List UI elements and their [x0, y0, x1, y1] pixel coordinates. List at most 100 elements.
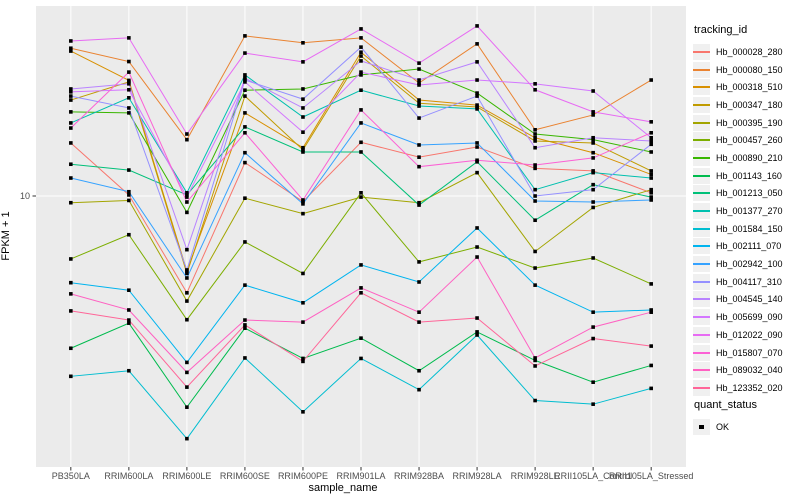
series-color-line-icon: [693, 298, 710, 301]
data-point: [185, 317, 189, 322]
data-point: [243, 150, 247, 155]
data-point: [69, 309, 73, 313]
legend-item-label: Hb_123352_020: [716, 382, 783, 393]
data-point: [591, 336, 595, 341]
x-tick-label: RRIM600LE: [162, 471, 211, 481]
series-color-line-icon: [693, 139, 710, 142]
data-point: [243, 283, 247, 287]
data-point: [243, 111, 247, 115]
series-color-line-icon: [693, 174, 710, 177]
legend-item: Hb_004117_310: [693, 273, 799, 291]
data-point: [359, 356, 363, 361]
data-point: [533, 356, 537, 360]
legend-item: Hb_015807_070: [693, 344, 799, 362]
legend-item-label: Hb_001377_270: [716, 206, 783, 217]
data-point: [301, 97, 305, 101]
data-point: [533, 283, 537, 287]
legend-item: Hb_000028_280: [693, 43, 799, 61]
series-color-line-icon: [693, 210, 710, 213]
data-point: [127, 368, 131, 373]
data-point: [417, 78, 421, 82]
data-point: [591, 200, 595, 204]
data-point: [127, 308, 131, 312]
data-point: [591, 402, 595, 406]
data-point: [417, 280, 421, 284]
legend-key: [693, 132, 710, 149]
data-point: [243, 94, 247, 98]
data-point: [127, 70, 131, 74]
data-point: [301, 115, 305, 119]
data-point: [127, 288, 131, 292]
data-point: [127, 318, 131, 322]
legend-item: OK: [693, 418, 799, 436]
legend-key: [693, 43, 710, 60]
legend-key: [693, 114, 710, 131]
data-point: [533, 187, 537, 192]
data-point: [69, 257, 73, 261]
data-point: [417, 260, 421, 264]
data-point: [649, 310, 653, 314]
data-point: [127, 87, 131, 92]
data-point: [591, 310, 595, 314]
legend-item: Hb_005699_090: [693, 308, 799, 326]
data-point: [301, 271, 305, 276]
data-point: [417, 67, 421, 71]
legend-key: [693, 79, 710, 96]
data-point: [185, 137, 189, 142]
legend-key: [693, 344, 710, 361]
data-point: [69, 141, 73, 145]
series-color-line-icon: [693, 280, 710, 283]
legend-item-label: Hb_000890_210: [716, 152, 783, 163]
data-point: [185, 436, 189, 441]
data-point: [243, 34, 247, 38]
series-color-line-icon: [693, 121, 710, 124]
series-color-line-icon: [693, 103, 710, 106]
x-tick-label: RRIM928BA: [394, 471, 444, 481]
data-point: [301, 410, 305, 414]
legend-key: [693, 203, 710, 220]
data-point: [533, 163, 537, 167]
legend-item-label: Hb_000318_510: [716, 82, 783, 93]
legend-item-label: Hb_000080_150: [716, 64, 783, 75]
x-tick-label: RRIM928LE: [511, 471, 560, 481]
legend-item: Hb_001213_050: [693, 185, 799, 203]
legend-item: Hb_089032_040: [693, 361, 799, 379]
data-point: [359, 263, 363, 267]
legend-item-label: Hb_002942_100: [716, 259, 783, 270]
legend-item-label: OK: [716, 421, 730, 432]
data-point: [359, 88, 363, 92]
data-point: [533, 218, 537, 223]
series-color-line-icon: [693, 192, 710, 195]
data-point: [417, 98, 421, 102]
data-point: [533, 358, 537, 363]
data-point: [359, 121, 363, 125]
data-point: [127, 168, 131, 172]
data-point: [243, 326, 247, 330]
data-point: [533, 249, 537, 254]
legend-item-label: Hb_004117_310: [716, 276, 782, 287]
data-point: [185, 190, 189, 195]
legend-key: [693, 238, 710, 255]
data-point: [591, 256, 595, 260]
data-point: [475, 226, 479, 230]
legend-item: Hb_000318_510: [693, 78, 799, 96]
data-point: [591, 205, 595, 210]
data-point: [359, 59, 363, 63]
data-point: [475, 158, 479, 163]
legend-item-label: Hb_005699_090: [716, 312, 783, 323]
data-point: [69, 121, 73, 125]
data-point: [417, 155, 421, 159]
data-point: [417, 387, 421, 392]
data-point: [533, 139, 537, 143]
data-point: [243, 51, 247, 55]
data-point: [475, 60, 479, 64]
x-tick-label: RRIM928LA: [453, 471, 502, 481]
data-point: [533, 266, 537, 270]
series-color-line-icon: [693, 68, 710, 71]
data-point: [649, 139, 653, 143]
data-point: [591, 135, 595, 140]
data-point: [649, 198, 653, 202]
data-point: [591, 113, 595, 117]
data-point: [591, 110, 595, 114]
series-color-line-icon: [693, 316, 710, 319]
